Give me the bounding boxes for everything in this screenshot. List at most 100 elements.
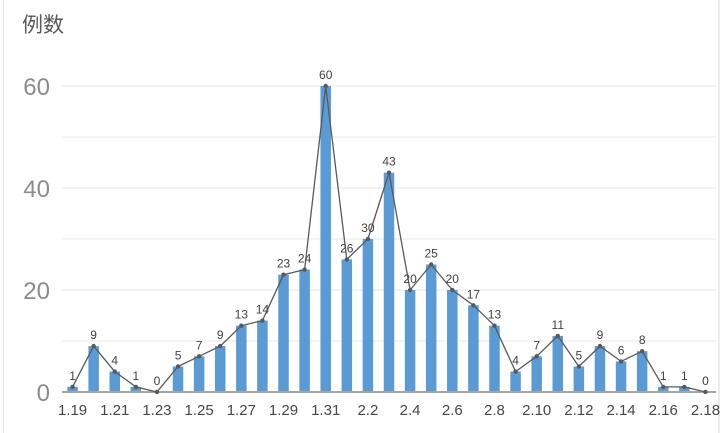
x-tick-label: 1.27	[227, 402, 256, 419]
bar	[404, 290, 416, 392]
x-tick-label: 2.14	[606, 402, 635, 419]
bar	[552, 335, 564, 392]
value-label: 60	[319, 68, 333, 82]
bar	[214, 346, 226, 392]
value-label: 20	[446, 272, 460, 286]
value-label: 24	[298, 252, 312, 266]
value-label: 1	[132, 369, 139, 383]
bar	[88, 346, 99, 392]
x-tick-label: 1.29	[269, 402, 298, 419]
bar	[320, 86, 331, 392]
bar	[278, 274, 289, 392]
value-label: 25	[425, 247, 439, 261]
bar	[489, 325, 500, 392]
x-tick-label: 1.25	[185, 402, 214, 419]
x-tick-label: 2.6	[442, 402, 463, 419]
value-label: 14	[256, 303, 270, 317]
point-marker	[618, 359, 624, 364]
value-label: 8	[639, 333, 646, 347]
value-label: 5	[576, 349, 583, 363]
value-label: 9	[90, 328, 97, 342]
bar	[615, 361, 627, 392]
x-tick-label: 2.10	[522, 402, 551, 419]
point-marker	[196, 354, 202, 359]
point-marker	[344, 257, 350, 262]
point-marker	[281, 272, 286, 277]
point-marker	[239, 323, 244, 328]
line-series-group	[70, 83, 708, 395]
point-marker	[682, 384, 687, 390]
x-tick-label: 2.12	[564, 402, 593, 419]
bar	[299, 269, 310, 392]
bar	[130, 386, 142, 392]
value-label: 0	[154, 374, 161, 388]
bar	[636, 351, 648, 392]
x-tick-label: 2.2	[357, 402, 378, 419]
value-label: 11	[552, 318, 565, 332]
point-marker	[407, 287, 413, 293]
x-tick-label: 1.21	[100, 402, 129, 419]
bar	[531, 356, 542, 392]
value-label: 7	[533, 338, 540, 352]
bar	[573, 366, 585, 392]
value-label: 20	[403, 272, 417, 286]
value-label: 17	[467, 287, 481, 301]
point-marker	[154, 389, 160, 395]
x-tick-label: 1.31	[311, 402, 340, 419]
point-marker	[428, 262, 434, 267]
point-marker	[133, 384, 139, 390]
x-tick-label: 1.19	[58, 402, 87, 419]
value-label: 13	[235, 308, 249, 322]
point-marker	[576, 364, 582, 369]
value-label: 0	[702, 374, 709, 388]
bar	[594, 346, 606, 392]
y-tick-label: 20	[23, 278, 50, 305]
y-tick-label: 40	[23, 176, 50, 203]
point-marker	[555, 333, 560, 339]
value-label: 1	[681, 369, 688, 383]
bar	[109, 371, 120, 392]
bar	[679, 386, 690, 392]
value-label: 4	[111, 354, 118, 368]
x-tick-label: 2.4	[400, 402, 421, 419]
left-frame-edge	[3, 0, 4, 433]
point-marker	[703, 389, 708, 395]
point-marker	[260, 318, 265, 323]
value-label: 30	[361, 221, 375, 235]
bar	[425, 264, 437, 392]
x-tick-label: 2.16	[649, 402, 678, 419]
value-label: 26	[340, 241, 354, 255]
point-marker	[386, 170, 392, 175]
bar	[658, 386, 669, 392]
x-tick-label: 2.8	[484, 402, 505, 419]
bar	[383, 172, 395, 392]
bar	[362, 239, 374, 392]
value-label: 6	[618, 343, 625, 357]
value-label: 5	[175, 349, 182, 363]
y-tick-label: 60	[23, 74, 50, 101]
point-marker	[639, 349, 645, 354]
bar	[447, 290, 458, 392]
point-marker	[302, 267, 307, 272]
y-tick-label: 0	[37, 380, 50, 407]
point-marker	[175, 364, 181, 369]
x-tick-label: 1.23	[142, 402, 171, 419]
value-label: 4	[512, 354, 519, 368]
value-label: 1	[69, 369, 76, 383]
point-marker	[513, 369, 518, 374]
point-marker	[218, 343, 223, 349]
point-marker	[112, 369, 117, 374]
bar	[67, 386, 78, 392]
x-tick-label: 2.18	[691, 402, 720, 419]
chart-title: 例数	[22, 14, 64, 37]
right-frame-edge	[718, 0, 720, 433]
point-marker	[70, 384, 75, 390]
point-marker	[492, 323, 497, 328]
value-label: 7	[196, 338, 203, 352]
point-marker	[450, 287, 455, 293]
bar	[257, 320, 268, 392]
value-label: 43	[382, 155, 396, 169]
bar	[341, 259, 353, 392]
